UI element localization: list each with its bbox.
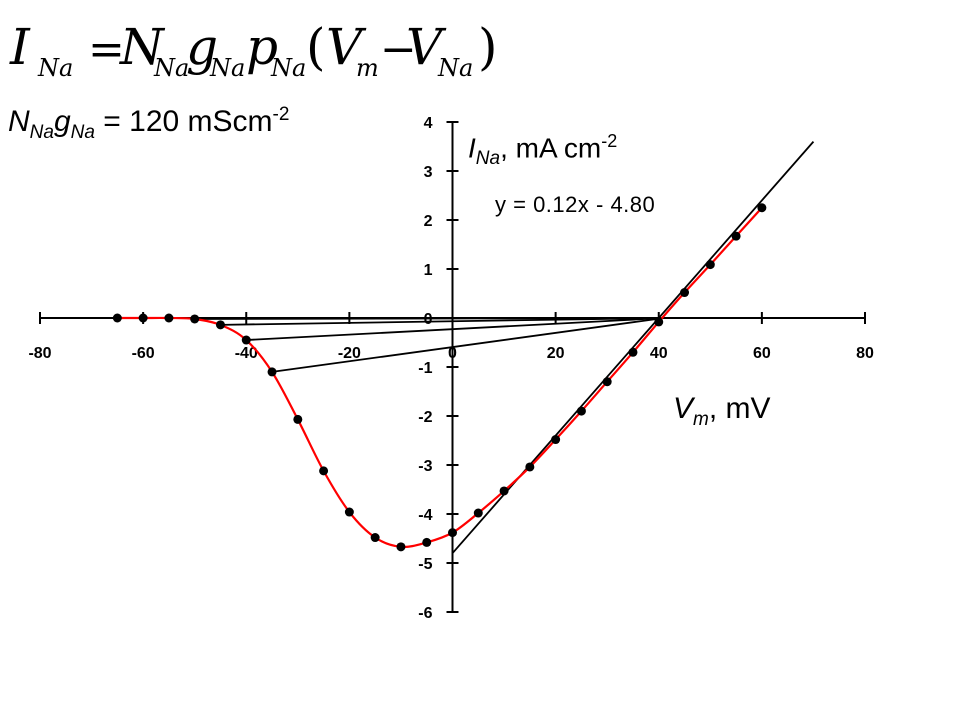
y-tick-label: 3 xyxy=(424,164,433,181)
data-point xyxy=(654,317,664,327)
formula-p: p xyxy=(246,18,278,76)
chord-lines xyxy=(117,317,665,373)
data-point xyxy=(628,347,638,357)
x-tick-label: 20 xyxy=(547,345,565,362)
sodium-current-formula: I Na = N Na g Na p Na ( V m − V Na ) xyxy=(9,18,498,82)
formula-vm: V xyxy=(326,18,367,76)
data-point xyxy=(164,313,174,323)
chart-axes: -80 -60 -40 -20 0 20 40 60 80 4 3 2 1 0 -1 -2 -3 -4 -5 -6 xyxy=(28,115,874,622)
param-n-sub: Na xyxy=(29,122,54,143)
y-tick-label: -5 xyxy=(418,556,432,573)
formula-lhs-sub: Na xyxy=(37,54,73,82)
chord-line xyxy=(220,317,664,326)
formula-g: g xyxy=(186,18,218,76)
y-axis-unit: , mA cm xyxy=(500,132,602,164)
y-tick-label: -6 xyxy=(418,605,432,622)
y-axis-label: INa, mA cm-2 xyxy=(468,131,617,170)
data-point xyxy=(757,203,767,213)
data-markers xyxy=(112,203,767,552)
data-point xyxy=(215,320,225,330)
y-tick-label: 1 xyxy=(424,262,433,279)
param-exp: -2 xyxy=(272,104,290,125)
chord-line xyxy=(194,317,664,320)
y-tick-label: -3 xyxy=(418,458,432,475)
formula-vna: V xyxy=(406,18,447,76)
data-point xyxy=(241,335,251,345)
y-tick-label: 4 xyxy=(424,115,433,132)
data-point xyxy=(473,508,483,518)
formula-lhs: I xyxy=(9,18,31,76)
x-axis-unit: , mV xyxy=(708,392,771,425)
param-n: N xyxy=(8,105,30,138)
data-point xyxy=(499,486,509,496)
x-tick-label: -80 xyxy=(28,345,51,362)
data-point xyxy=(731,231,741,241)
param-g-sub: Na xyxy=(70,122,95,143)
y-tick-label: 2 xyxy=(424,213,433,230)
x-axis-symbol: V xyxy=(673,392,694,425)
formula-n: N xyxy=(119,18,166,76)
formula-close-paren: ) xyxy=(478,18,498,76)
data-point xyxy=(680,288,690,298)
data-point xyxy=(576,406,586,416)
y-tick-label: 0 xyxy=(424,311,433,328)
y-tick-label: -4 xyxy=(418,507,432,524)
param-g: g xyxy=(53,105,71,138)
x-tick-label: 40 xyxy=(650,345,668,362)
x-axis-sub: m xyxy=(693,409,709,430)
x-tick-label: -20 xyxy=(338,345,361,362)
data-point xyxy=(705,260,715,270)
data-point xyxy=(602,377,612,387)
chord-line xyxy=(246,317,664,341)
formula-n-sub: Na xyxy=(153,54,189,82)
data-point xyxy=(190,314,200,324)
data-point xyxy=(551,435,561,445)
x-tick-label: 60 xyxy=(753,345,771,362)
x-tick-label: -40 xyxy=(235,345,258,362)
x-tick-label: 80 xyxy=(856,345,874,362)
x-tick-label: -60 xyxy=(132,345,155,362)
formula-vna-sub: Na xyxy=(437,54,473,82)
y-axis-sub: Na xyxy=(475,147,501,169)
param-value: = 120 mScm xyxy=(94,105,273,138)
regression-equation: y = 0.12x - 4.80 xyxy=(495,192,656,217)
formula-p-sub: Na xyxy=(270,54,306,82)
data-point xyxy=(138,313,148,323)
data-point xyxy=(344,507,354,517)
formula-open-paren: ( xyxy=(306,18,326,76)
formula-minus: − xyxy=(380,24,417,75)
y-axis-exp: -2 xyxy=(601,131,618,151)
y-tick-label: -2 xyxy=(418,409,432,426)
y-axis-symbol: I xyxy=(468,132,476,164)
formula-g-sub: Na xyxy=(209,54,245,82)
x-tick-label: 0 xyxy=(448,345,457,362)
chord-line xyxy=(271,317,665,373)
data-point xyxy=(448,528,457,538)
formula-equals: = xyxy=(88,24,125,75)
conductance-parameter: NNagNa = 120 mScm-2 xyxy=(8,104,289,144)
formula-vm-sub: m xyxy=(356,54,379,82)
data-curve xyxy=(117,207,763,549)
y-tick-label: -1 xyxy=(418,360,432,377)
data-point xyxy=(267,367,277,377)
data-point xyxy=(525,462,535,472)
data-point xyxy=(370,533,380,543)
data-point xyxy=(293,414,303,424)
data-point xyxy=(422,537,432,547)
data-point xyxy=(396,542,406,552)
data-point xyxy=(112,313,122,323)
data-point xyxy=(319,466,329,476)
data-curve-group xyxy=(117,207,763,549)
x-axis-label: Vm, mV xyxy=(673,392,771,431)
